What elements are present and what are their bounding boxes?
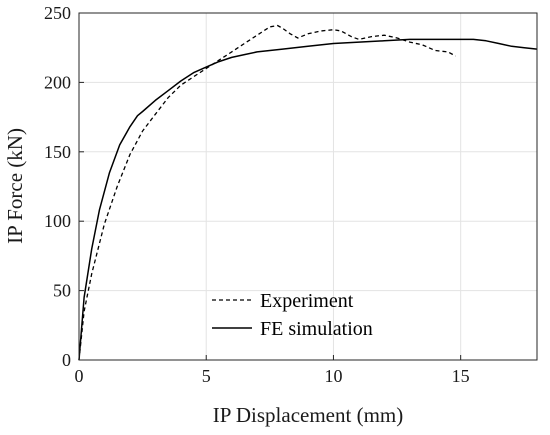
- x-tick-label: 15: [452, 366, 470, 386]
- y-tick-label: 200: [44, 72, 71, 92]
- x-tick-label: 5: [202, 366, 211, 386]
- y-axis-label: IP Force (kN): [3, 128, 27, 244]
- y-tick-label: 250: [44, 3, 71, 23]
- y-tick-label: 100: [44, 211, 71, 231]
- y-tick-label: 50: [53, 281, 71, 301]
- y-tick-label: 0: [62, 350, 71, 370]
- x-axis-label: IP Displacement (mm): [213, 403, 404, 427]
- y-tick-label: 150: [44, 142, 71, 162]
- series-line-experiment: [78, 24, 456, 361]
- legend-label-fe-simulation: FE simulation: [260, 318, 373, 340]
- plot-series: [78, 24, 538, 361]
- series-line-fe-simulation: [78, 38, 538, 361]
- legend-label-experiment: Experiment: [260, 290, 354, 312]
- legend: Experiment FE simulation: [212, 290, 373, 340]
- x-tick-label: 0: [75, 366, 84, 386]
- x-tick-label: 10: [324, 366, 342, 386]
- plot-frame: [78, 12, 538, 361]
